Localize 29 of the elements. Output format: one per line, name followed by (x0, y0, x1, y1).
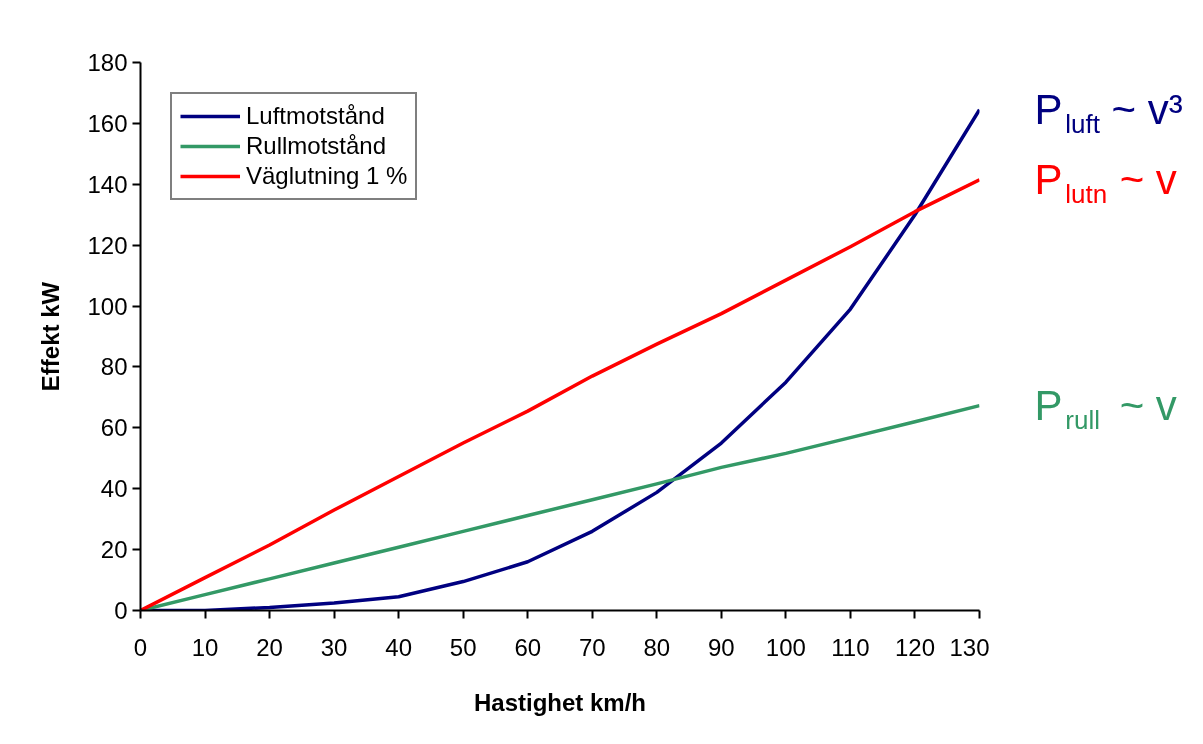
legend-label: Väglutning 1 % (246, 162, 408, 190)
x-tick-label: 130 (949, 633, 990, 661)
x-tick-label: 10 (191, 633, 219, 661)
y-tick-label: 60 (100, 414, 128, 442)
y-tick-label: 100 (87, 292, 128, 320)
x-tick-label: 0 (133, 633, 148, 661)
y-tick-label: 160 (87, 109, 128, 137)
legend-label: Luftmotstånd (246, 102, 385, 130)
x-tick-label: 70 (578, 633, 606, 661)
x-tick-label: 90 (708, 633, 735, 661)
x-tick-label: 80 (643, 633, 671, 661)
y-tick-label: 40 (100, 475, 128, 503)
x-tick-label: 110 (831, 633, 870, 661)
legend-label: Rullmotstånd (246, 132, 387, 160)
x-tick-label: 100 (765, 633, 806, 661)
x-tick-label: 120 (894, 633, 935, 661)
x-axis-title: Hastighet km/h (473, 688, 647, 716)
y-tick-label: 180 (87, 49, 128, 76)
y-tick-label: 140 (87, 170, 128, 198)
x-tick-label: 20 (256, 633, 283, 661)
y-tick-label: 80 (100, 353, 128, 381)
x-tick-label: 50 (449, 633, 477, 661)
y-tick-label: 120 (87, 231, 128, 259)
x-tick-label: 40 (385, 633, 413, 661)
y-tick-label: 0 (114, 597, 128, 624)
y-axis-title: Effekt kW (37, 281, 65, 392)
x-tick-label: 60 (514, 633, 542, 661)
y-tick-label: 20 (100, 536, 128, 564)
x-tick-label: 30 (320, 633, 348, 661)
